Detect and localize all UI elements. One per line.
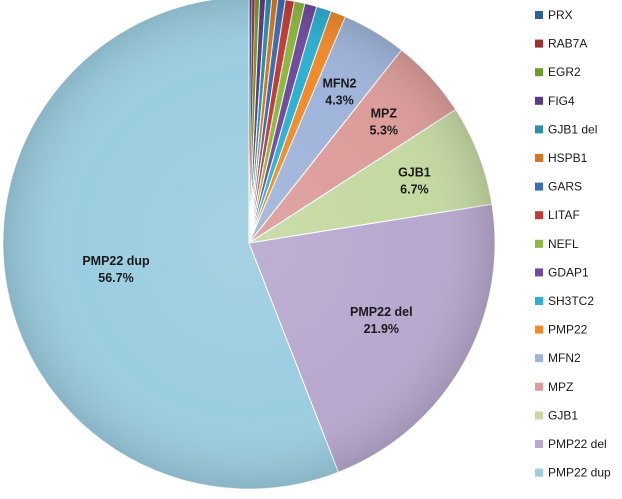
data-label-name: GJB1: [398, 166, 431, 180]
legend-swatch: [535, 96, 543, 105]
data-label-mpz: MPZ 5.3%: [370, 107, 399, 138]
legend: PRX RAB7A EGR2 FIG4 GJB1 del HSPB1 GARS LITAF NE…: [535, 8, 611, 480]
legend-item-gdap1: GDAP1: [535, 265, 589, 279]
data-label-pmp22-del: PMP22 del 21.9%: [350, 305, 413, 336]
legend-label: GARS: [548, 180, 582, 194]
data-label-name: MPZ: [371, 107, 398, 121]
legend-label: PMP22: [548, 323, 588, 337]
legend-swatch: [535, 468, 543, 477]
legend-swatch: [535, 39, 543, 48]
legend-item-gjb1-del: GJB1 del: [535, 122, 597, 136]
legend-swatch: [535, 325, 543, 334]
legend-label: HSPB1: [548, 151, 588, 165]
legend-label: GJB1 del: [548, 122, 597, 136]
legend-swatch: [535, 297, 543, 305]
legend-item-nefl: NEFL: [535, 237, 579, 251]
legend-label: GJB1: [548, 408, 578, 422]
legend-label: EGR2: [548, 65, 581, 79]
legend-item-litaf: LITAF: [535, 208, 580, 222]
legend-label: PMP22 dup: [548, 466, 611, 480]
data-label-name: PMP22 dup: [82, 254, 150, 268]
data-label-pmp22-dup: PMP22 dup 56.7%: [82, 254, 150, 285]
legend-label: GDAP1: [548, 265, 589, 279]
legend-item-mpz: MPZ: [535, 380, 573, 394]
legend-label: PMP22 del: [548, 437, 607, 451]
data-label-name: MFN2: [322, 77, 356, 91]
legend-label: SH3TC2: [548, 294, 594, 308]
legend-label: FIG4: [548, 94, 575, 108]
legend-swatch: [535, 211, 543, 220]
data-label-value: 4.3%: [325, 94, 354, 108]
legend-swatch: [535, 68, 543, 77]
legend-label: MFN2: [548, 351, 581, 365]
legend-item-hspb1: HSPB1: [535, 151, 588, 165]
legend-swatch: [535, 239, 543, 248]
data-label-name: PMP22 del: [350, 305, 413, 319]
legend-item-pmp22-del: PMP22 del: [535, 437, 607, 451]
legend-swatch: [535, 440, 543, 448]
data-label-value: 56.7%: [98, 271, 133, 285]
pie-data-labels: MFN2 4.3%MPZ 5.3%GJB1 6.7%PMP22 del 21.9%PMP…: [82, 77, 430, 336]
legend-swatch: [535, 411, 543, 420]
legend-item-rab7a: RAB7A: [535, 37, 587, 51]
legend-label: NEFL: [548, 237, 579, 251]
legend-item-pmp22: PMP22: [535, 323, 588, 337]
data-label-value: 21.9%: [364, 322, 399, 336]
legend-swatch: [535, 125, 543, 134]
legend-swatch: [535, 182, 543, 191]
legend-swatch: [535, 11, 543, 19]
legend-swatch: [535, 382, 543, 391]
data-label-gjb1: GJB1 6.7%: [398, 166, 431, 197]
legend-item-sh3tc2: SH3TC2: [535, 294, 594, 308]
legend-label: PRX: [548, 8, 573, 22]
legend-item-prx: PRX: [535, 8, 573, 22]
data-label-value: 6.7%: [400, 183, 429, 197]
legend-item-gjb1: GJB1: [535, 408, 578, 422]
legend-label: LITAF: [548, 208, 580, 222]
legend-item-fig4: FIG4: [535, 94, 575, 108]
legend-item-gars: GARS: [535, 180, 582, 194]
data-label-value: 5.3%: [370, 124, 399, 138]
legend-label: RAB7A: [548, 37, 587, 51]
data-label-mfn2: MFN2 4.3%: [322, 77, 356, 108]
legend-swatch: [535, 354, 543, 363]
pie-slices: [2, 0, 496, 490]
legend-item-mfn2: MFN2: [535, 351, 581, 365]
legend-swatch: [535, 268, 543, 277]
legend-item-egr2: EGR2: [535, 65, 581, 79]
legend-item-pmp22-dup: PMP22 dup: [535, 466, 611, 480]
legend-swatch: [535, 154, 543, 162]
legend-label: MPZ: [548, 380, 573, 394]
